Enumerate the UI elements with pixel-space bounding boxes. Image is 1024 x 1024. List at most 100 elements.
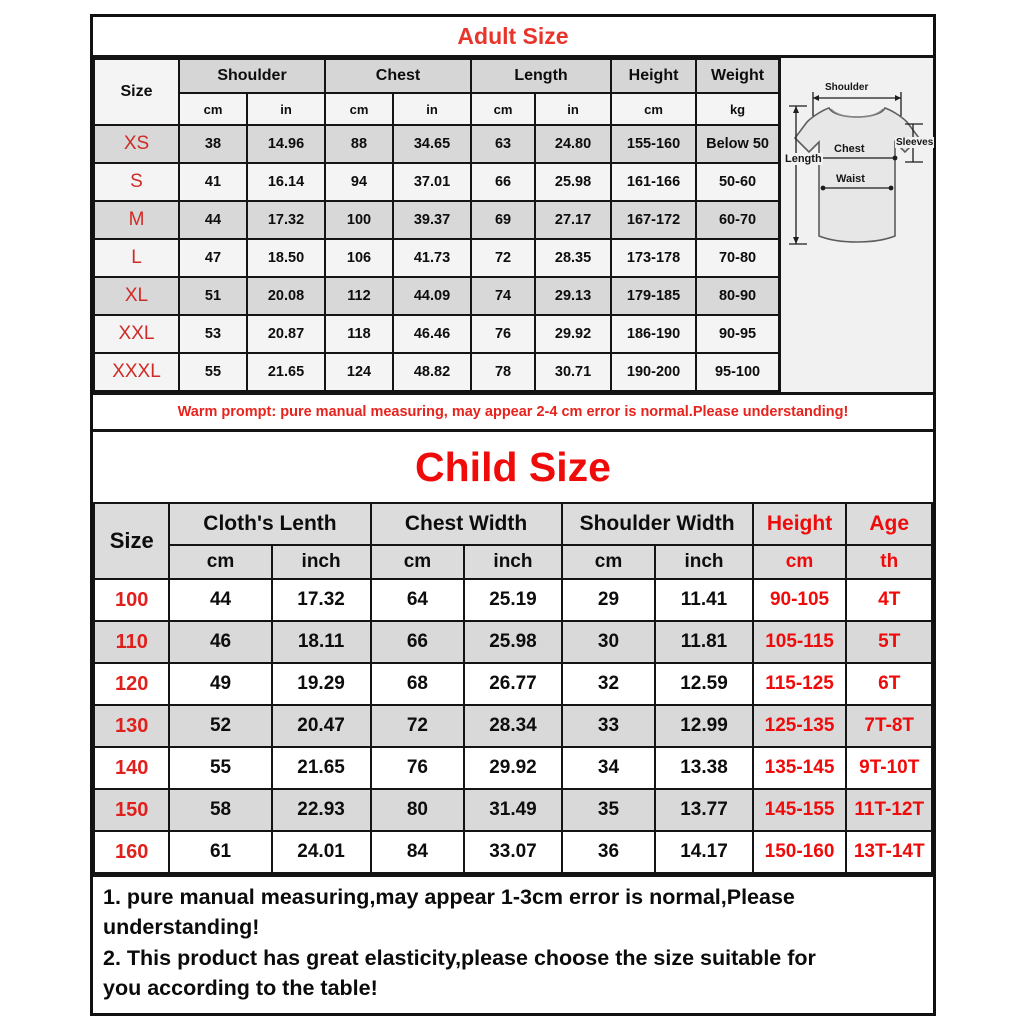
cell-chest_in: 31.49 [463, 788, 563, 832]
child-title: Child Size [415, 443, 611, 490]
adult-size-table: Size Shoulder Chest Length Height Weight cm in c… [93, 58, 781, 392]
header-shoulder-width: Shoulder Width [560, 502, 754, 546]
unit-1: in [246, 92, 326, 126]
cell-shoulder_cm: 33 [560, 704, 657, 748]
cell-age: 6T [845, 662, 933, 706]
cell-chest_in: 29.92 [463, 746, 563, 790]
header-row-groups: Size Cloth's Lenth Chest Width Shoulder Wid… [92, 502, 933, 580]
cell-length_in: 24.80 [534, 124, 613, 164]
cell-size: L [93, 238, 180, 278]
cell-height_cm: 186-190 [610, 314, 698, 354]
cell-shoulder_in: 12.59 [654, 662, 754, 706]
table-row: 140 55 21.65 76 29.92 34 13.38 135-145 9T-10T [92, 746, 933, 790]
cell-shoulder_cm: 47 [178, 238, 248, 278]
cell-shoulder_in: 11.81 [654, 620, 754, 664]
unit-5: inch [654, 544, 754, 580]
cell-size: 160 [92, 830, 171, 874]
cell-size: S [93, 162, 180, 202]
note-line-4: you according to the table! [103, 976, 378, 1001]
cell-height_cm: 190-200 [610, 352, 698, 392]
cell-age: 11T-12T [845, 788, 933, 832]
header-chest: Chest [323, 58, 473, 94]
cell-shoulder_in: 13.77 [654, 788, 754, 832]
cell-weight_kg: 95-100 [695, 352, 781, 392]
cell-shoulder_cm: 55 [178, 352, 248, 392]
cell-length_in: 21.65 [270, 746, 372, 790]
cell-chest_cm: 64 [369, 578, 466, 622]
unit-1: inch [270, 544, 372, 580]
cell-height_cm: 135-145 [751, 746, 848, 790]
cell-chest_cm: 94 [324, 162, 394, 202]
header-size: Size [92, 502, 171, 580]
header-age: Age [845, 502, 933, 546]
cell-chest_in: 46.46 [391, 314, 473, 354]
tshirt-measurement-diagram: Shoulder Sleeves Chest Waist Length [778, 58, 935, 392]
cell-age: 5T [845, 620, 933, 664]
cell-height_cm: 125-135 [751, 704, 848, 748]
cell-size: XXL [93, 314, 180, 354]
cell-length_cm: 74 [470, 276, 537, 316]
unit-2: cm [369, 544, 466, 580]
unit-5: in [534, 92, 613, 126]
cell-shoulder_in: 18.50 [246, 238, 326, 278]
cell-shoulder_in: 17.32 [246, 200, 326, 240]
note-line-2: understanding! [103, 915, 260, 940]
unit-3: in [391, 92, 473, 126]
cell-length_cm: 72 [470, 238, 537, 278]
cell-shoulder_cm: 32 [560, 662, 657, 706]
cell-size: M [93, 200, 180, 240]
header-row-units: cm in cm in cm in cm kg [94, 92, 781, 126]
adult-size-section: Size Shoulder Chest Length Height Weight cm in c… [93, 58, 935, 392]
cell-length_in: 22.93 [270, 788, 372, 832]
table-row: 130 52 20.47 72 28.34 33 12.99 125-135 7T-8T [92, 704, 933, 748]
table-row: 120 49 19.29 68 26.77 32 12.59 115-125 6T [92, 662, 933, 706]
adult-table-container: Size Shoulder Chest Length Height Weight cm in c… [93, 58, 781, 392]
cell-shoulder_in: 13.38 [654, 746, 754, 790]
cell-length_in: 27.17 [534, 200, 613, 240]
cell-shoulder_in: 21.65 [246, 352, 326, 392]
header-length: Length [470, 58, 613, 94]
header-weight: Weight [695, 58, 781, 94]
cell-chest_in: 39.37 [391, 200, 473, 240]
cell-chest_in: 48.82 [391, 352, 473, 392]
cell-size: XS [93, 124, 180, 164]
cell-height_cm: 155-160 [610, 124, 698, 164]
header-row-units: cm inch cm inch cm inch cm th [94, 544, 933, 580]
warm-prompt-text: Warm prompt: pure manual measuring, may … [177, 404, 849, 420]
table-row: XXL 53 20.87 118 46.46 76 29.92 186-190 90-95 [93, 314, 781, 354]
cell-height_cm: 115-125 [751, 662, 848, 706]
cell-length_in: 29.92 [534, 314, 613, 354]
cell-size: XL [93, 276, 180, 316]
cell-height_cm: 150-160 [751, 830, 848, 874]
cell-length_cm: 55 [168, 746, 273, 790]
table-row: XS 38 14.96 88 34.65 63 24.80 155-160 Below 50 [93, 124, 781, 164]
cell-weight_kg: 80-90 [695, 276, 781, 316]
cell-length_cm: 78 [470, 352, 537, 392]
cell-size: 150 [92, 788, 171, 832]
header-height: Height [751, 502, 848, 546]
tshirt-icon [789, 92, 923, 245]
cell-weight_kg: 70-80 [695, 238, 781, 278]
table-row: 110 46 18.11 66 25.98 30 11.81 105-115 5T [92, 620, 933, 664]
header-height: Height [610, 58, 698, 94]
cell-shoulder_cm: 29 [560, 578, 657, 622]
cell-chest_in: 25.98 [463, 620, 563, 664]
cell-shoulder_cm: 38 [178, 124, 248, 164]
unit-4: cm [470, 92, 537, 126]
cell-shoulder_in: 20.08 [246, 276, 326, 316]
diagram-label-sleeves: Sleeves [895, 137, 935, 148]
cell-shoulder_in: 11.41 [654, 578, 754, 622]
cell-chest_cm: 124 [324, 352, 394, 392]
cell-size: 120 [92, 662, 171, 706]
cell-length_cm: 49 [168, 662, 273, 706]
cell-length_in: 17.32 [270, 578, 372, 622]
cell-length_cm: 76 [470, 314, 537, 354]
cell-chest_in: 37.01 [391, 162, 473, 202]
cell-age: 7T-8T [845, 704, 933, 748]
cell-chest_in: 26.77 [463, 662, 563, 706]
table-row: XXXL 55 21.65 124 48.82 78 30.71 190-200 95-100 [93, 352, 781, 392]
table-row: M 44 17.32 100 39.37 69 27.17 167-172 60-70 [93, 200, 781, 240]
cell-chest_cm: 76 [369, 746, 466, 790]
diagram-label-length: Length [784, 153, 823, 165]
table-row: L 47 18.50 106 41.73 72 28.35 173-178 70-80 [93, 238, 781, 278]
